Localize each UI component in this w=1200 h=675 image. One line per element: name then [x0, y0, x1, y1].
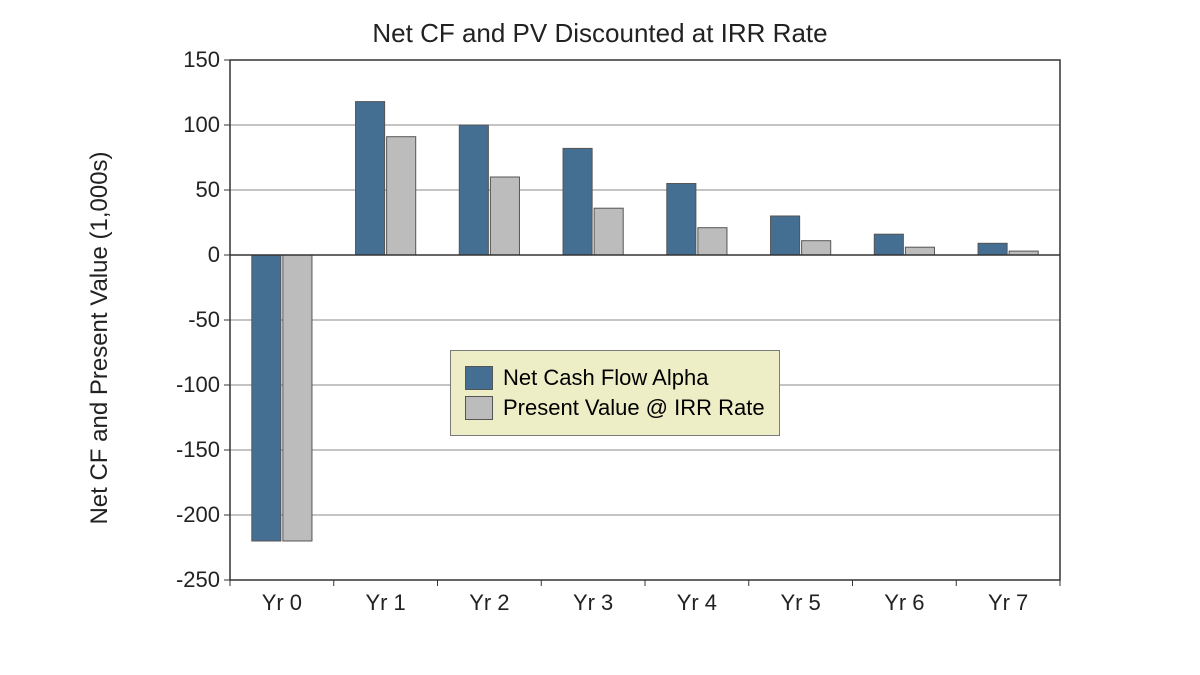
x-tick-label: Yr 6 — [853, 590, 957, 616]
y-tick-label: 50 — [140, 177, 220, 203]
bar — [802, 241, 831, 255]
x-tick-label: Yr 7 — [956, 590, 1060, 616]
x-tick-label: Yr 0 — [230, 590, 334, 616]
bar — [387, 137, 416, 255]
bar — [874, 234, 903, 255]
bar — [978, 243, 1007, 255]
legend-label: Net Cash Flow Alpha — [503, 365, 708, 391]
legend-item: Present Value @ IRR Rate — [465, 395, 765, 421]
bar — [252, 255, 281, 541]
y-tick-label: -250 — [140, 567, 220, 593]
legend-swatch — [465, 396, 493, 420]
chart-container: Net CF and PV Discounted at IRR Rate Net… — [0, 0, 1200, 675]
legend-item: Net Cash Flow Alpha — [465, 365, 765, 391]
y-tick-label: -150 — [140, 437, 220, 463]
y-tick-label: 150 — [140, 47, 220, 73]
bar — [667, 184, 696, 256]
x-tick-label: Yr 3 — [541, 590, 645, 616]
y-tick-label: 100 — [140, 112, 220, 138]
bar — [594, 208, 623, 255]
bar — [905, 247, 934, 255]
x-tick-label: Yr 1 — [334, 590, 438, 616]
y-axis-label: Net CF and Present Value (1,000s) — [86, 151, 114, 524]
x-tick-label: Yr 5 — [749, 590, 853, 616]
legend-swatch — [465, 366, 493, 390]
legend-label: Present Value @ IRR Rate — [503, 395, 765, 421]
y-tick-label: -50 — [140, 307, 220, 333]
bar — [459, 125, 488, 255]
legend: Net Cash Flow Alpha Present Value @ IRR R… — [450, 350, 780, 436]
y-tick-label: 0 — [140, 242, 220, 268]
chart-title: Net CF and PV Discounted at IRR Rate — [0, 18, 1200, 49]
y-tick-label: -100 — [140, 372, 220, 398]
x-tick-label: Yr 2 — [438, 590, 542, 616]
bar — [563, 148, 592, 255]
y-tick-label: -200 — [140, 502, 220, 528]
bar — [283, 255, 312, 541]
bar — [771, 216, 800, 255]
bar — [490, 177, 519, 255]
bar — [356, 102, 385, 255]
x-tick-label: Yr 4 — [645, 590, 749, 616]
bar — [698, 228, 727, 255]
